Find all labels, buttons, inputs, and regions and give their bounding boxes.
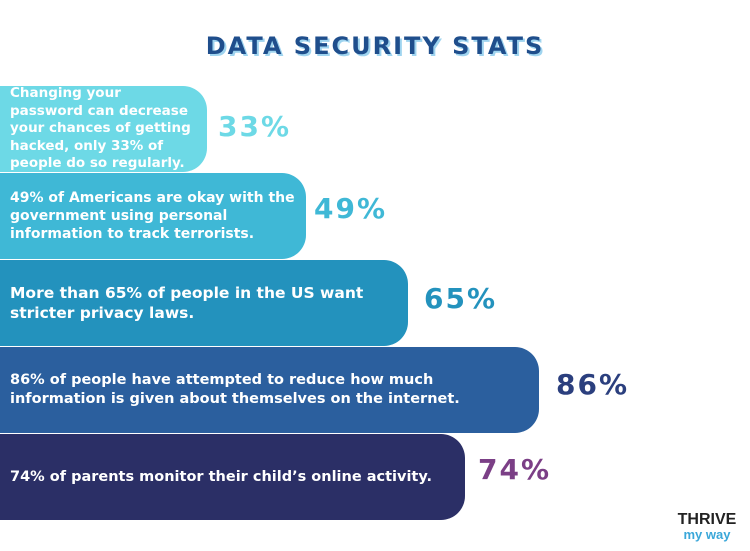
value-label-1: 33%	[218, 110, 292, 143]
value-label-3: 65%	[424, 282, 498, 315]
value-label-4: 86%	[556, 368, 630, 401]
bar-2: 49% of Americans are okay with the gover…	[0, 173, 306, 259]
bar-1-text: Changing your password can decrease your…	[10, 85, 191, 172]
bar-5-text: 74% of parents monitor their child’s onl…	[10, 468, 432, 485]
bar-5: 74% of parents monitor their child’s onl…	[0, 434, 465, 520]
bar-3: More than 65% of people in the US want s…	[0, 260, 408, 346]
logo-bottom-text: my way	[683, 527, 731, 542]
value-label-5: 74%	[478, 453, 552, 486]
bar-1: Changing your password can decrease your…	[0, 85, 207, 172]
logo-top-text: THRIVE	[677, 511, 737, 528]
value-label-2: 49%	[314, 192, 388, 225]
bar-4: 86% of people have attempted to reduce h…	[0, 347, 539, 433]
thrive-my-way-logo: THRIVE my way	[674, 511, 740, 542]
chart-title: DATA SECURITY STATS	[205, 32, 545, 60]
bar-4-text: 86% of people have attempted to reduce h…	[10, 372, 460, 407]
bar-2-text: 49% of Americans are okay with the gover…	[10, 189, 295, 243]
bar-3-text: More than 65% of people in the US want s…	[10, 283, 364, 322]
